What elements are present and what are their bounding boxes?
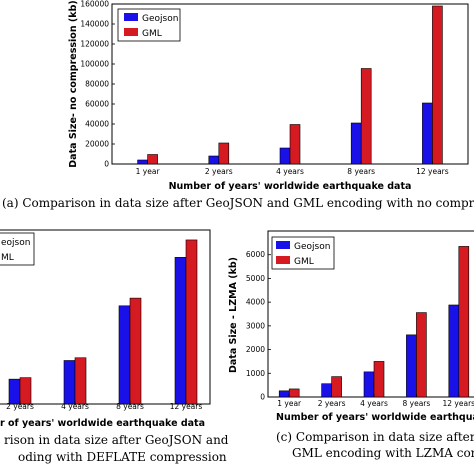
chart-c-xlabel: Number of years' worldwide earthquak xyxy=(276,412,474,423)
chart-a-bar-gml-4 xyxy=(432,5,443,165)
chart-c-legend-label-geojson: Geojson xyxy=(294,242,330,252)
chart-c-ytick-label-4: 4000 xyxy=(246,298,265,307)
chart-c-ytick-label-5: 5000 xyxy=(246,274,265,283)
chart-b-plot-area xyxy=(0,229,211,405)
chart-a-bar-gml-0 xyxy=(147,154,158,165)
chart-b-xtick-label-0: 2 years xyxy=(6,402,34,411)
chart-c-ytick-label-2: 2000 xyxy=(246,345,265,354)
chart-a-legend-swatch-geojson xyxy=(124,13,138,21)
chart-a-bar-gml-3 xyxy=(360,68,372,165)
chart-c-bar-geojson-2 xyxy=(363,371,375,398)
chart-c-bar-gml-4 xyxy=(458,246,470,398)
chart-b-legend: eojson ML xyxy=(0,232,35,266)
chart-c-bar-gml-2 xyxy=(373,361,385,398)
chart-a-caption: (a) Comparison in data size after GeoJSO… xyxy=(2,196,474,210)
chart-b-caption-line2: oding with DEFLATE compression xyxy=(18,450,227,464)
chart-a-xtick-label-3: 8 years xyxy=(347,167,375,176)
chart-a-legend-label-gml: GML xyxy=(142,29,162,39)
chart-a-ytick-label-8: 160000 xyxy=(80,0,109,9)
chart-a-xtick-label-2: 4 years xyxy=(276,167,304,176)
chart-b: 2 years 4 years 8 years 12 years eojson ML … xyxy=(0,229,229,464)
chart-a-xtick-label-4: 12 years xyxy=(416,167,449,176)
chart-b-bar-geojson-0 xyxy=(8,378,21,405)
chart-c-bar-geojson-3 xyxy=(406,334,417,398)
chart-b-caption-line1: rison in data size after GeoJSON and xyxy=(4,433,229,447)
chart-c-legend-swatch-geojson xyxy=(276,241,290,249)
chart-c-bar-geojson-4 xyxy=(448,304,460,398)
chart-c-bar-gml-3 xyxy=(416,312,427,398)
chart-b-xtick-label-1: 4 years xyxy=(61,402,89,411)
chart-a-legend-swatch-gml xyxy=(124,28,138,36)
chart-c-xtick-label-3: 8 years xyxy=(403,399,431,408)
chart-c-bar-gml-0 xyxy=(288,388,300,398)
chart-a-bar-geojson-1 xyxy=(208,155,220,165)
chart-b-bar-gml-0 xyxy=(19,377,32,405)
chart-b-bar-gml-1 xyxy=(74,357,87,405)
chart-a-ytick-label-3: 60000 xyxy=(85,100,109,109)
chart-c-ytick-label-6: 6000 xyxy=(246,250,265,259)
chart-a-ylabel: Data Size- no compression (kb) xyxy=(68,0,79,167)
chart-a-xtick-label-0: 1 year xyxy=(136,167,161,176)
chart-b-legend-label-gml: ML xyxy=(1,253,14,263)
chart-c-legend-swatch-gml xyxy=(276,256,290,264)
chart-b-bar-geojson-1 xyxy=(63,360,76,405)
chart-a-ytick-label-6: 120000 xyxy=(80,40,109,49)
chart-b-xtick-label-3: 12 years xyxy=(170,402,203,411)
chart-a-legend-label-geojson: Geojson xyxy=(142,14,178,24)
chart-c-ytick-label-1: 1000 xyxy=(246,369,265,378)
chart-c-xtick-label-1: 2 years xyxy=(318,399,346,408)
chart-a-bar-geojson-0 xyxy=(137,159,148,165)
chart-a-ytick-label-0: 0 xyxy=(104,160,109,169)
chart-b-xlabel: r of years' worldwide earthquake data xyxy=(0,418,205,429)
chart-c-caption-line1: (c) Comparison in data size after C xyxy=(276,430,474,444)
chart-b-bar-geojson-2 xyxy=(118,305,131,405)
chart-c-caption-line2: GML encoding with LZMA com xyxy=(292,446,474,460)
chart-a-bar-gml-1 xyxy=(218,142,230,165)
chart-c-xtick-label-0: 1 year xyxy=(277,399,302,408)
chart-a-bar-geojson-4 xyxy=(422,102,433,165)
chart-b-legend-label-geojson: eojson xyxy=(1,238,30,248)
chart-a: 0 20000 40000 60000 80000 100000 120000 140000 1… xyxy=(2,0,474,210)
chart-c: 0 1000 2000 3000 4000 5000 6000 1 year 2 years 4… xyxy=(228,230,474,460)
chart-a-ytick-label-7: 140000 xyxy=(80,20,109,29)
chart-a-ytick-label-5: 100000 xyxy=(80,60,109,69)
chart-b-bar-geojson-3 xyxy=(174,257,187,405)
chart-c-ytick-label-3: 3000 xyxy=(246,321,265,330)
chart-a-ytick-label-1: 20000 xyxy=(85,140,109,149)
chart-b-bar-gml-2 xyxy=(129,297,142,405)
chart-a-ytick-label-4: 80000 xyxy=(85,80,109,89)
chart-c-bar-geojson-1 xyxy=(321,383,332,398)
chart-c-xtick-label-4: 12 years xyxy=(443,399,474,408)
chart-c-legend-label-gml: GML xyxy=(294,257,314,267)
chart-a-xtick-label-1: 2 years xyxy=(205,167,233,176)
chart-c-bar-geojson-0 xyxy=(278,390,290,398)
chart-c-bar-gml-1 xyxy=(331,376,342,398)
chart-a-bar-geojson-2 xyxy=(279,147,291,165)
chart-c-ytick-label-0: 0 xyxy=(260,393,265,402)
chart-a-bar-geojson-3 xyxy=(350,122,362,165)
chart-c-ylabel: Data Size - LZMA (kb) xyxy=(228,257,239,373)
chart-c-legend: Geojson GML xyxy=(271,236,335,270)
chart-c-xtick-label-2: 4 years xyxy=(360,399,388,408)
chart-b-xtick-label-2: 8 years xyxy=(116,402,144,411)
chart-a-ytick-label-2: 40000 xyxy=(85,120,109,129)
chart-a-legend: Geojson GML xyxy=(117,8,181,42)
chart-b-bar-gml-3 xyxy=(185,239,198,405)
chart-a-xlabel: Number of years' worldwide earthquake da… xyxy=(169,181,412,192)
chart-b-legend-box xyxy=(0,232,35,266)
chart-a-bar-gml-2 xyxy=(289,124,301,165)
